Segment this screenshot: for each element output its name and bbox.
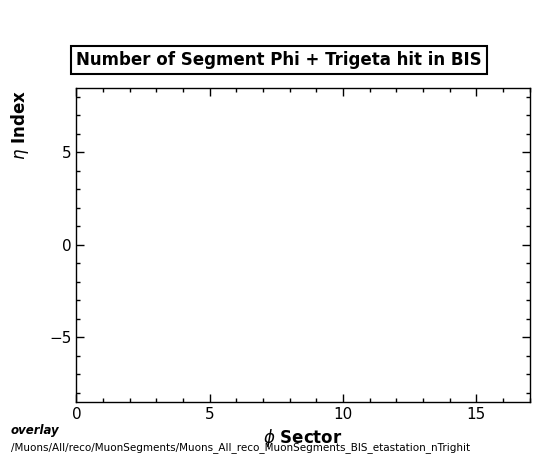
X-axis label: $\phi$ Sector: $\phi$ Sector [263, 427, 343, 450]
Text: overlay: overlay [11, 424, 60, 437]
Text: Number of Segment Phi + Trigeta hit in BIS: Number of Segment Phi + Trigeta hit in B… [76, 51, 482, 69]
Text: /Muons/All/reco/MuonSegments/Muons_All_reco_MuonSegments_BIS_etastation_nTrighit: /Muons/All/reco/MuonSegments/Muons_All_r… [11, 442, 470, 453]
Y-axis label: $\eta$ Index: $\eta$ Index [9, 91, 31, 160]
